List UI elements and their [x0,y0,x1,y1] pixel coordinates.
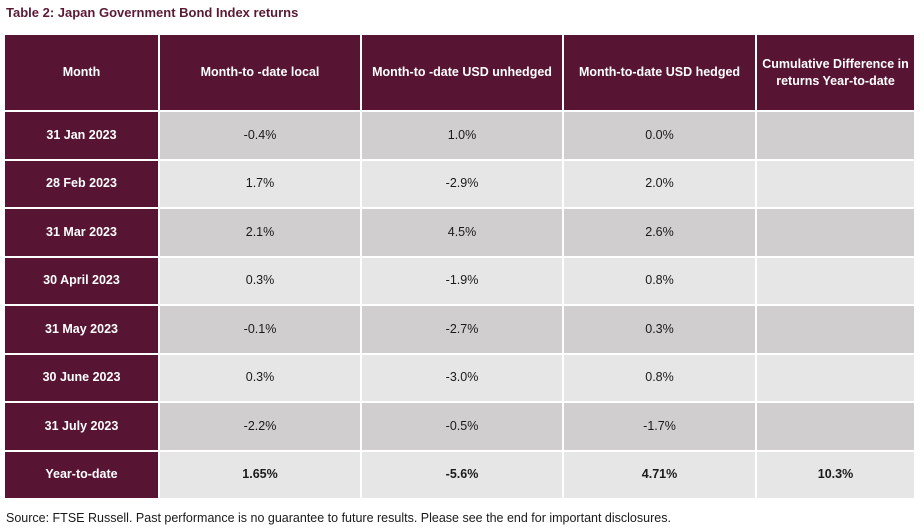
cell-mtd-local: 0.3% [160,354,360,401]
header-mtd-usd-hedged: Month-to-date USD hedged [564,35,755,110]
cell-mtd-local: -2.2% [160,403,360,450]
cell-mtd-usd-unhedged: -0.5% [362,403,562,450]
header-cumulative-difference: Cumulative Difference in returns Year-to… [757,35,914,110]
row-month-label: 31 Mar 2023 [5,209,158,256]
header-mtd-usd-unhedged: Month-to -date USD unhedged [362,35,562,110]
table-title: Table 2: Japan Government Bond Index ret… [6,5,299,20]
cell-cumulative-difference [757,257,914,304]
row-month-label: 30 April 2023 [5,257,158,304]
ytd-mtd-local: 1.65% [160,451,360,498]
cell-cumulative-difference [757,403,914,450]
cell-mtd-usd-hedged: 2.6% [564,209,755,256]
cell-mtd-usd-hedged: 0.3% [564,306,755,353]
ytd-mtd-usd-unhedged: -5.6% [362,451,562,498]
header-mtd-local: Month-to -date local [160,35,360,110]
cell-mtd-usd-hedged: 0.8% [564,354,755,401]
cell-mtd-usd-unhedged: -2.7% [362,306,562,353]
cell-mtd-usd-unhedged: -3.0% [362,354,562,401]
cell-cumulative-difference [757,354,914,401]
cell-cumulative-difference [757,160,914,207]
row-month-label: 31 Jan 2023 [5,112,158,159]
cell-mtd-usd-unhedged: -1.9% [362,257,562,304]
cell-cumulative-difference [757,209,914,256]
cell-cumulative-difference [757,306,914,353]
row-month-label: 28 Feb 2023 [5,160,158,207]
cell-mtd-usd-unhedged: -2.9% [362,160,562,207]
row-month-label: 31 May 2023 [5,306,158,353]
cell-mtd-local: -0.1% [160,306,360,353]
cell-mtd-usd-unhedged: 1.0% [362,112,562,159]
cell-mtd-local: -0.4% [160,112,360,159]
header-month: Month [5,35,158,110]
cell-mtd-local: 1.7% [160,160,360,207]
row-month-label: 31 July 2023 [5,403,158,450]
cell-mtd-local: 2.1% [160,209,360,256]
cell-mtd-usd-hedged: 0.0% [564,112,755,159]
cell-cumulative-difference [757,112,914,159]
cell-mtd-usd-hedged: 2.0% [564,160,755,207]
cell-mtd-usd-hedged: -1.7% [564,403,755,450]
source-note: Source: FTSE Russell. Past performance i… [6,511,671,525]
returns-table: Month Month-to -date local Month-to -dat… [5,35,918,498]
cell-mtd-usd-unhedged: 4.5% [362,209,562,256]
ytd-mtd-usd-hedged: 4.71% [564,451,755,498]
cell-mtd-local: 0.3% [160,257,360,304]
row-month-label: 30 June 2023 [5,354,158,401]
ytd-cumulative-difference: 10.3% [757,451,914,498]
cell-mtd-usd-hedged: 0.8% [564,257,755,304]
ytd-row-label: Year-to-date [5,451,158,498]
